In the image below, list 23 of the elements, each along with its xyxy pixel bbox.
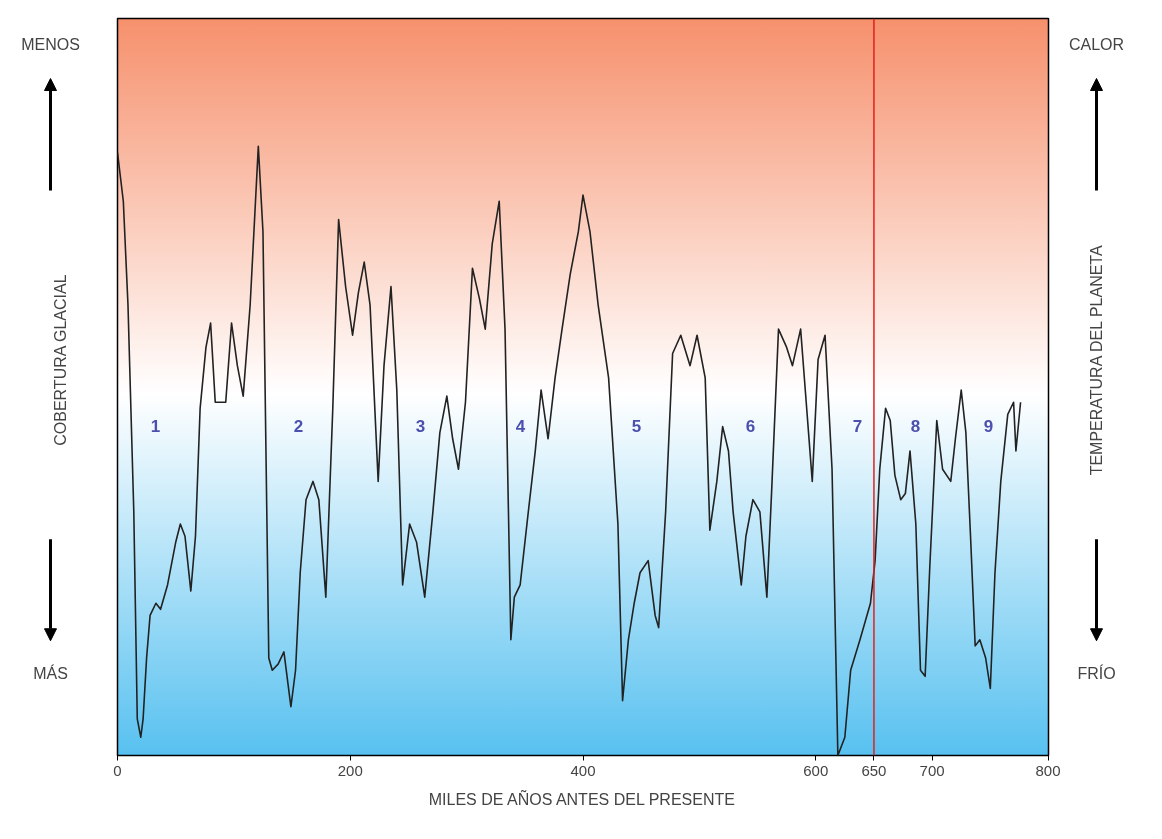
x-tick-label: 600 bbox=[803, 761, 829, 779]
annotation: 6 bbox=[745, 416, 756, 436]
annotation: 3 bbox=[415, 416, 426, 436]
annotation: 1 bbox=[150, 416, 161, 436]
annotation: 9 bbox=[983, 416, 994, 436]
text: MENOS bbox=[21, 36, 80, 54]
x-tick-label: 400 bbox=[570, 761, 596, 779]
annotation: 4 bbox=[515, 416, 526, 436]
x-tick-label: 800 bbox=[1035, 761, 1061, 779]
y-axis-title: COBERTURA GLACIAL bbox=[52, 274, 69, 446]
x-tick-label: 650 bbox=[861, 761, 887, 779]
annotation: 8 bbox=[910, 416, 921, 436]
x-tick-label: 0 bbox=[113, 761, 122, 779]
x-tick-label: 700 bbox=[919, 761, 945, 779]
annotation: 5 bbox=[631, 416, 642, 436]
text: MÁS bbox=[33, 663, 68, 682]
text: FRÍO bbox=[1077, 663, 1116, 682]
text: CALOR bbox=[1068, 36, 1125, 54]
y2-axis-title: TEMPERATURA DEL PLANETA bbox=[1088, 245, 1105, 476]
x-axis-title: MILES DE AÑOS ANTES DEL PRESENTE bbox=[428, 788, 735, 808]
annotation: 7 bbox=[852, 416, 863, 436]
x-tick-label: 200 bbox=[337, 761, 363, 779]
annotation: 2 bbox=[293, 416, 304, 436]
